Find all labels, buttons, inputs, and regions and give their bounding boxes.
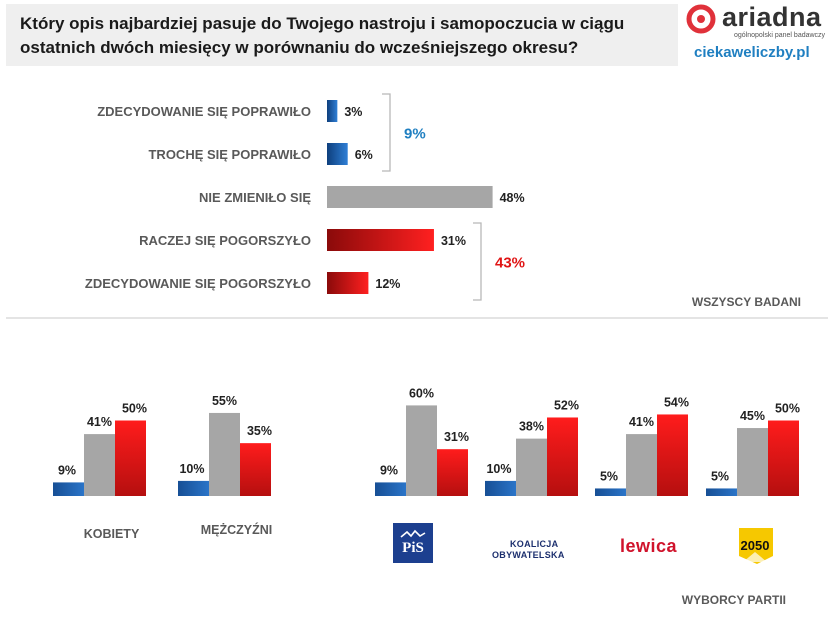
- value-label: 12%: [375, 277, 400, 291]
- bar: [209, 412, 240, 496]
- brand-subtitle: ogólnopolski panel badawczy: [734, 32, 826, 39]
- bar: [178, 480, 209, 496]
- ko-logo-line-1: KOALICJA: [510, 539, 559, 549]
- bar: [706, 488, 737, 496]
- category-label: RACZEJ SIĘ POGORSZYŁO: [139, 233, 311, 248]
- value-label: 54%: [664, 395, 689, 409]
- ariadna-logo-icon: [686, 4, 716, 34]
- polska-2050-logo-text: 2050: [740, 538, 770, 553]
- bar: [737, 428, 768, 496]
- value-label: 38%: [519, 420, 544, 434]
- overall-chart: ZDECYDOWANIE SIĘ POPRAWIŁO 3% TROCHĘ SIĘ P…: [85, 93, 801, 309]
- value-label: 50%: [775, 402, 800, 416]
- bar: [485, 480, 516, 496]
- value-label: 55%: [212, 394, 237, 408]
- bar: [516, 438, 547, 496]
- group-chart: 9% 41% 50% KOBIETY 10% 55% 35% MĘŻCZYŹNI 9% 60% 31…: [53, 386, 800, 607]
- value-label: 50%: [122, 402, 147, 416]
- value-label: 31%: [441, 234, 466, 248]
- bar: [327, 186, 493, 208]
- brand-website[interactable]: ciekaweliczby.pl: [694, 44, 810, 61]
- group-bracket: [473, 222, 482, 301]
- bar: [327, 272, 369, 294]
- bar: [327, 100, 338, 122]
- bar: [240, 443, 271, 496]
- bar: [53, 482, 84, 496]
- value-label: 48%: [500, 191, 525, 205]
- ko-logo: KOALICJA OBYWATELSKA: [492, 539, 582, 565]
- bar: [406, 405, 437, 496]
- bar: [84, 434, 115, 496]
- category-label: MĘŻCZYŹNI: [201, 522, 273, 537]
- bar: [595, 488, 626, 496]
- chart-caption: WYBORCY PARTII: [682, 593, 786, 607]
- group-total-label: 43%: [495, 255, 525, 272]
- group-total-label: 9%: [404, 126, 426, 143]
- bar: [115, 420, 146, 496]
- value-label: 35%: [247, 424, 272, 438]
- value-label: 31%: [444, 430, 469, 444]
- value-label: 52%: [554, 398, 579, 412]
- bar: [657, 414, 688, 496]
- group-bracket: [382, 93, 391, 172]
- category-label: KOBIETY: [84, 527, 140, 541]
- ko-logo-line-2: OBYWATELSKA: [492, 550, 565, 560]
- value-label: 10%: [179, 462, 204, 476]
- category-label: ZDECYDOWANIE SIĘ POPRAWIŁO: [97, 104, 311, 119]
- value-label: 41%: [629, 415, 654, 429]
- value-label: 5%: [600, 469, 618, 483]
- pis-logo: PiS: [393, 523, 433, 563]
- value-label: 41%: [87, 415, 112, 429]
- value-label: 3%: [344, 105, 362, 119]
- category-label: TROCHĘ SIĘ POPRAWIŁO: [148, 147, 311, 162]
- bar: [437, 449, 468, 496]
- category-label: ZDECYDOWANIE SIĘ POGORSZYŁO: [85, 276, 311, 291]
- value-label: 9%: [380, 463, 398, 477]
- value-label: 6%: [355, 148, 373, 162]
- bar: [547, 417, 578, 496]
- value-label: 60%: [409, 386, 434, 400]
- title-box: Który opis najbardziej pasuje do Twojego…: [6, 4, 678, 66]
- lewica-logo: lewica: [620, 536, 678, 556]
- bar: [768, 420, 799, 496]
- brand-name: ariadna: [722, 2, 822, 32]
- brand-block: ariadna ogólnopolski panel badawczy ciek…: [686, 2, 828, 68]
- value-label: 9%: [58, 463, 76, 477]
- page-title-line-1: Który opis najbardziej pasuje do Twojego…: [20, 14, 625, 33]
- page-title-line-2: ostatnich dwóch miesięcy w porównaniu do…: [20, 38, 579, 57]
- value-label: 10%: [486, 462, 511, 476]
- value-label: 5%: [711, 469, 729, 483]
- value-label: 45%: [740, 409, 765, 423]
- polska-2050-logo: 2050: [735, 526, 775, 566]
- bar: [626, 434, 657, 496]
- bar: [327, 229, 434, 251]
- chart-caption: WSZYSCY BADANI: [692, 295, 801, 309]
- pis-logo-text: PiS: [402, 540, 424, 556]
- bar: [327, 143, 348, 165]
- category-label: NIE ZMIENIŁO SIĘ: [199, 190, 311, 205]
- bar: [375, 482, 406, 496]
